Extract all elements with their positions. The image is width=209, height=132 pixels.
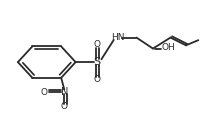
Text: S: S	[94, 57, 101, 67]
Text: N: N	[61, 87, 68, 97]
Text: HN: HN	[111, 33, 125, 42]
Text: O: O	[40, 88, 47, 96]
Text: O: O	[94, 40, 101, 49]
Text: O: O	[94, 75, 101, 84]
Text: O: O	[61, 102, 68, 111]
Text: OH: OH	[162, 43, 175, 52]
